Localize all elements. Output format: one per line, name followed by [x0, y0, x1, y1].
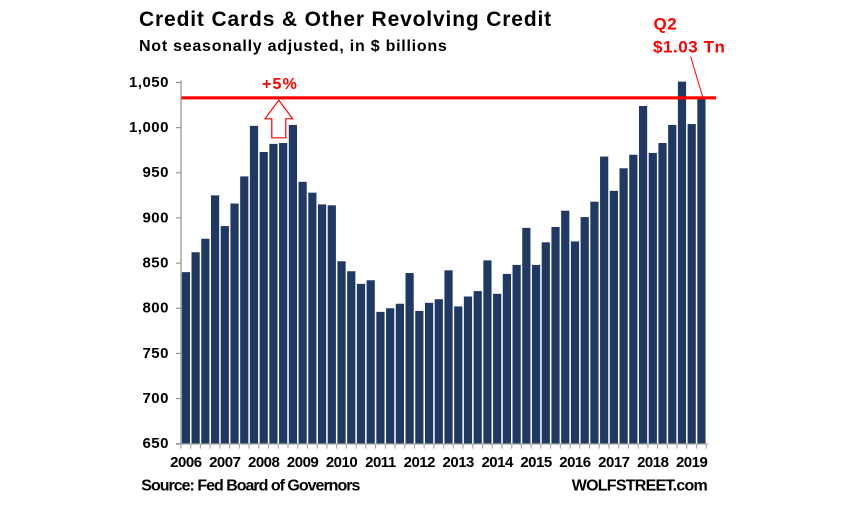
- svg-text:Credit Cards & Other Revolving: Credit Cards & Other Revolving Credit: [139, 8, 552, 31]
- svg-text:1,050: 1,050: [129, 74, 169, 91]
- svg-text:1,000: 1,000: [129, 119, 169, 136]
- svg-text:650: 650: [142, 435, 169, 452]
- svg-text:Not seasonally adjusted, in $: Not seasonally adjusted, in $ billions: [139, 38, 448, 55]
- svg-text:2016: 2016: [559, 454, 591, 471]
- svg-text:2019: 2019: [676, 454, 708, 471]
- svg-text:2008: 2008: [248, 454, 280, 471]
- svg-text:2012: 2012: [404, 454, 436, 471]
- svg-text:WOLFSTREET.com: WOLFSTREET.com: [572, 478, 708, 495]
- svg-text:950: 950: [142, 164, 169, 181]
- svg-text:2006: 2006: [170, 454, 202, 471]
- svg-text:2015: 2015: [520, 454, 552, 471]
- svg-text:2017: 2017: [598, 454, 630, 471]
- svg-text:Source: Fed Board of Governors: Source: Fed Board of Governors: [141, 477, 360, 494]
- svg-text:2013: 2013: [443, 454, 475, 471]
- svg-text:700: 700: [142, 390, 169, 407]
- svg-text:2014: 2014: [481, 454, 514, 471]
- svg-text:800: 800: [142, 300, 169, 317]
- svg-text:2007: 2007: [209, 454, 241, 471]
- svg-text:+5%: +5%: [262, 76, 298, 93]
- svg-text:$1.03 Tn: $1.03 Tn: [653, 37, 725, 56]
- svg-text:2018: 2018: [637, 454, 669, 471]
- svg-text:850: 850: [142, 255, 169, 272]
- svg-text:900: 900: [142, 209, 169, 226]
- svg-text:750: 750: [142, 345, 169, 362]
- svg-text:2009: 2009: [287, 454, 319, 471]
- svg-text:2010: 2010: [326, 454, 358, 471]
- svg-text:Q2: Q2: [654, 15, 678, 34]
- svg-text:2011: 2011: [365, 454, 396, 471]
